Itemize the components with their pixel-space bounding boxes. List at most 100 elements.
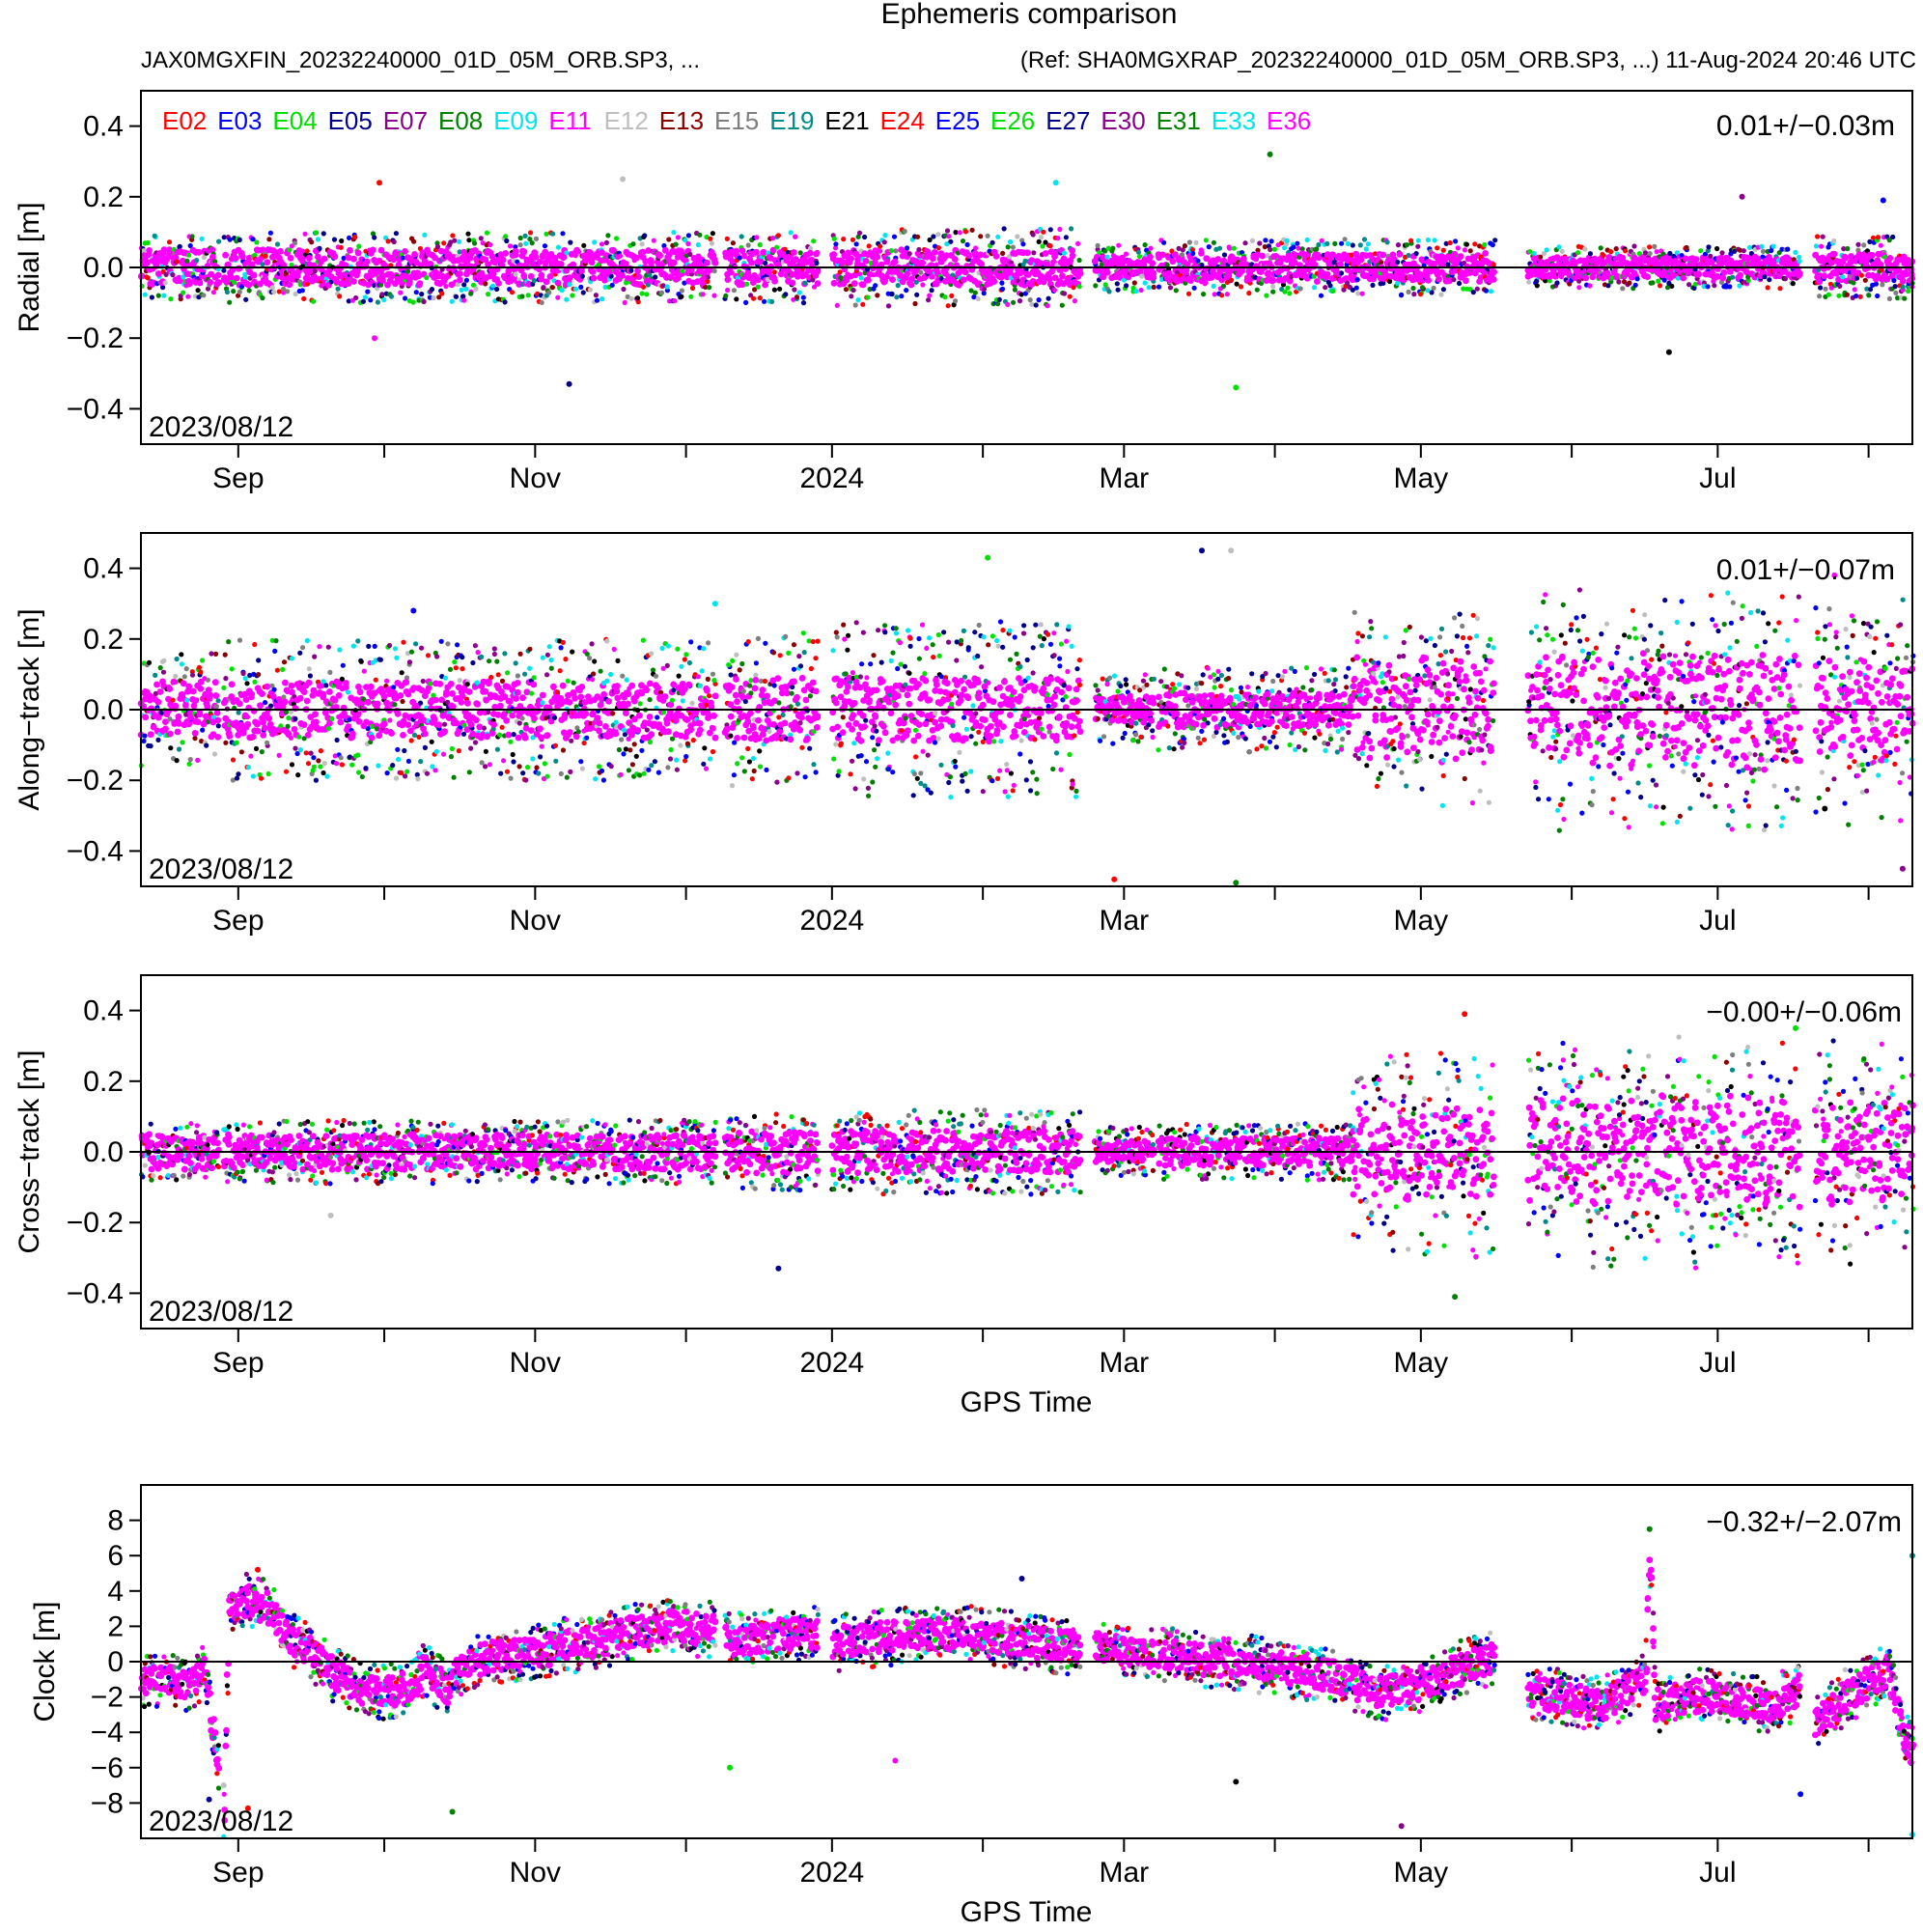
along-track-point — [176, 746, 182, 752]
along-track-point — [260, 732, 267, 739]
radial-point — [1005, 244, 1011, 250]
along-track-point — [326, 688, 333, 695]
radial-point — [149, 294, 154, 300]
radial-point — [1150, 274, 1157, 281]
radial-point — [973, 245, 979, 251]
radial-point — [1017, 298, 1023, 304]
radial-point — [1147, 253, 1154, 261]
radial-point — [223, 278, 231, 286]
along-track-point — [325, 725, 332, 732]
along-track-point — [187, 757, 193, 763]
along-track-point — [395, 746, 401, 752]
along-track-point — [312, 711, 319, 718]
radial-point — [834, 302, 840, 308]
radial-point — [639, 241, 645, 247]
radial-point — [1741, 248, 1746, 254]
radial-point — [502, 250, 510, 257]
along-track-point — [288, 735, 293, 741]
along-track-point — [548, 658, 554, 663]
legend-entry-e24: E24 — [880, 106, 925, 135]
along-track-point — [455, 642, 460, 648]
radial-point — [587, 287, 594, 293]
along-track-point — [191, 730, 199, 737]
radial-point — [365, 289, 371, 294]
radial-point — [281, 290, 287, 295]
radial-point — [319, 283, 324, 289]
radial-point — [232, 255, 239, 262]
radial-point — [1059, 302, 1065, 308]
radial-point — [224, 289, 230, 295]
radial-point — [1399, 292, 1405, 297]
radial-point — [1027, 297, 1033, 303]
radial-point — [1821, 272, 1828, 280]
radial-point — [814, 267, 822, 275]
radial-point — [757, 295, 763, 301]
radial-point — [143, 258, 151, 266]
radial-point — [935, 232, 941, 238]
along-track-point — [425, 653, 432, 658]
radial-point — [873, 283, 878, 289]
radial-point — [161, 293, 167, 298]
along-track-point — [256, 658, 262, 663]
along-track-point — [405, 758, 411, 765]
along-track-point — [244, 720, 252, 728]
radial-point — [948, 238, 954, 244]
radial-point — [195, 288, 201, 294]
radial-point — [972, 290, 978, 295]
along-track-point — [142, 733, 148, 739]
along-track-point — [173, 673, 179, 680]
radial-point — [1268, 277, 1276, 285]
radial-outlier-point — [1665, 349, 1672, 355]
radial-point — [1408, 238, 1414, 243]
radial-point — [1817, 294, 1823, 299]
radial-point — [398, 290, 404, 295]
radial-point — [1654, 249, 1659, 255]
along-track-point — [527, 646, 533, 652]
radial-point — [689, 285, 696, 291]
radial-point — [1396, 251, 1404, 258]
along-track-point — [464, 699, 471, 707]
radial-point — [1451, 277, 1457, 283]
along-track-point — [249, 733, 257, 741]
radial-point — [484, 230, 490, 236]
radial-point — [421, 298, 427, 304]
along-track-point — [552, 742, 559, 748]
radial-point — [1714, 245, 1720, 252]
radial-point — [170, 272, 176, 278]
radial-point — [1203, 238, 1209, 243]
radial-point — [1285, 285, 1291, 291]
radial-y-tick-label: 0.4 — [83, 111, 124, 143]
radial-point — [1845, 245, 1851, 252]
radial-point — [962, 229, 969, 235]
along-track-point — [366, 643, 372, 650]
along-track-point — [523, 777, 529, 783]
along-track-point — [445, 641, 451, 647]
legend-entry-e04: E04 — [272, 106, 317, 135]
along-track-point — [457, 678, 462, 684]
radial-point — [1186, 239, 1192, 245]
radial-date-label: 2023/08/12 — [149, 411, 293, 443]
radial-point — [793, 234, 798, 239]
along-track-point — [475, 650, 481, 656]
radial-point — [1406, 289, 1411, 294]
radial-point — [564, 296, 570, 302]
radial-point — [1892, 284, 1898, 290]
radial-point — [664, 284, 670, 290]
radial-point — [277, 247, 284, 255]
radial-point — [1041, 229, 1046, 235]
along-track-point — [479, 760, 485, 766]
along-track-point — [306, 666, 312, 672]
along-track-point — [373, 677, 378, 683]
radial-point — [522, 233, 528, 238]
along-track-point — [197, 686, 205, 692]
radial-point — [882, 233, 888, 238]
radial-point — [1005, 301, 1011, 307]
radial-point — [493, 286, 500, 293]
radial-point — [232, 280, 237, 286]
along-track-point — [397, 692, 404, 699]
radial-point — [457, 276, 463, 284]
radial-point — [1287, 291, 1293, 296]
radial-point — [1647, 244, 1653, 250]
radial-point — [1435, 245, 1440, 251]
